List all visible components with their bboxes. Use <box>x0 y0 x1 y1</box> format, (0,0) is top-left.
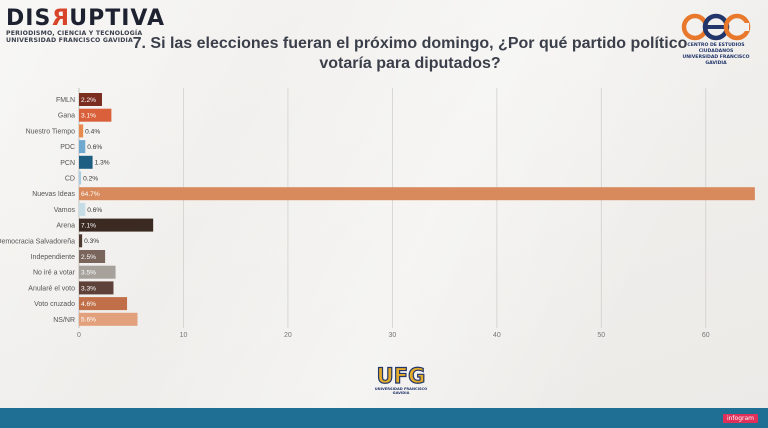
x-tick-label: 30 <box>388 332 396 339</box>
chart-title: 7. Si las elecciones fueran el próximo d… <box>132 35 688 72</box>
category-label: Arena <box>56 223 75 230</box>
category-label: PCN <box>60 160 75 167</box>
category-label: Nuestro Tiempo <box>26 128 76 135</box>
value-label: 0.3% <box>84 238 99 245</box>
value-label: 0.2% <box>83 175 98 182</box>
category-label: Voto cruzado <box>34 301 75 308</box>
bar <box>79 202 86 216</box>
category-label: FMLN <box>56 97 75 104</box>
x-tick-label: 40 <box>493 332 501 339</box>
value-label: 0.6% <box>87 207 102 214</box>
bar <box>79 155 93 169</box>
bar <box>79 234 83 248</box>
x-tick-label: 20 <box>284 332 292 339</box>
value-label: 5.6% <box>81 317 96 324</box>
bar <box>79 218 154 232</box>
value-label: 3.3% <box>81 285 96 292</box>
bar <box>79 124 84 138</box>
value-label: 1.3% <box>95 160 110 167</box>
category-label: Gana <box>58 113 75 120</box>
cec-university: UNIVERSIDAD FRANCISCO GAVIDIA <box>682 55 750 66</box>
ufg-subtitle: UNIVERSIDAD FRANCISCO GAVIDIA <box>374 387 428 395</box>
value-label: 0.4% <box>85 128 100 135</box>
infogram-badge[interactable]: infogram <box>722 414 758 423</box>
value-label: 3.5% <box>81 270 96 277</box>
value-label: 2.5% <box>81 254 96 261</box>
brand-name: DISRUPTIVA <box>6 6 165 31</box>
bar <box>79 93 102 106</box>
bar <box>79 108 112 122</box>
value-label: 2.2% <box>81 97 96 104</box>
x-tick-label: 60 <box>702 332 710 339</box>
bar-chart: 0 10 20 30 40 50 60 FMLN 2.2% Gana 3.1% Nuestro Tie… <box>0 88 755 339</box>
bar <box>79 312 138 326</box>
brand-university: UNIVERSIDAD FRANCISCO GAVIDIA <box>6 37 134 44</box>
value-label: 7.1% <box>81 223 96 230</box>
disruptiva-logo: DISRUPTIVA PERIODISMO, CIENCIA Y TECNOLO… <box>6 6 165 44</box>
x-tick-label: 10 <box>180 332 188 339</box>
bar <box>79 140 86 154</box>
category-label: CD <box>65 176 75 183</box>
category-label: PDC <box>60 144 75 151</box>
category-label: No iré a votar <box>33 270 76 277</box>
category-label: Nuevas Ideas <box>32 191 75 198</box>
value-label: 3.1% <box>81 113 96 120</box>
bar <box>79 187 755 201</box>
cec-emblem-icon <box>681 13 751 41</box>
value-label: 0.6% <box>87 144 102 151</box>
footer-bar: infogram <box>0 408 768 428</box>
bar <box>79 297 128 311</box>
bar <box>79 265 116 279</box>
value-label: 4.6% <box>81 301 96 308</box>
bar <box>79 250 106 263</box>
category-label: Vamos <box>54 207 76 214</box>
category-label: Anularé el voto <box>28 285 75 292</box>
bar <box>79 281 114 295</box>
brand-tagline: PERIODISMO, CIENCIA Y TECNOLOGÍA <box>6 30 143 37</box>
ufg-wordmark: UFG <box>376 364 426 388</box>
category-label: NS/NR <box>53 317 75 324</box>
x-tick-label: 0 <box>77 332 81 339</box>
value-label: 64.7% <box>81 191 100 198</box>
cec-name: CENTRO DE ESTUDIOS CIUDADANOS <box>687 43 745 54</box>
x-tick-label: 50 <box>597 332 605 339</box>
ufg-logo: UFG UNIVERSIDAD FRANCISCO GAVIDIA <box>370 364 432 395</box>
category-label: Democracia Salvadoreña <box>0 238 75 245</box>
category-label: Independiente <box>31 254 75 261</box>
bar <box>79 171 82 185</box>
cec-logo: CENTRO DE ESTUDIOS CIUDADANOS UNIVERSIDA… <box>676 12 756 66</box>
